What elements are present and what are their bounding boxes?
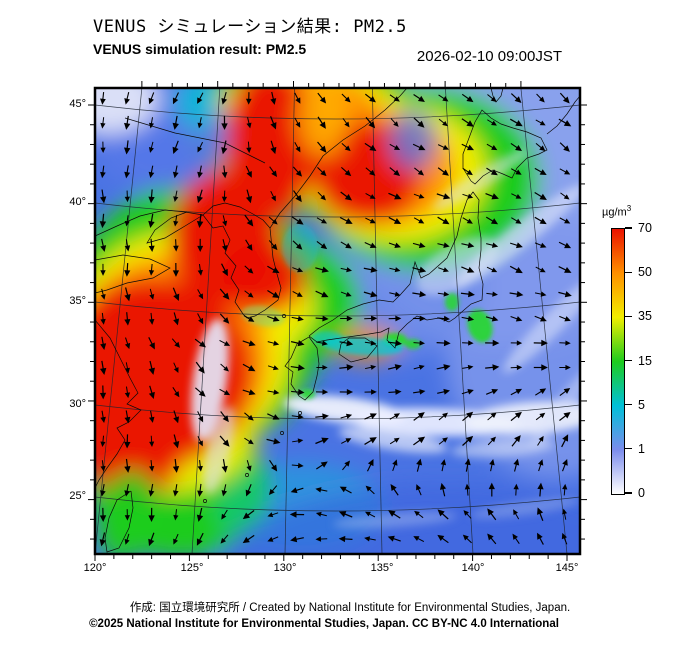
- license-text: ©2025 National Institute for Environment…: [89, 618, 559, 630]
- wind-vectors: [99, 91, 572, 547]
- colorbar-tick-mark: [625, 492, 632, 494]
- colorbar-tick-label: 1: [638, 441, 645, 456]
- lon-label: 125°: [180, 562, 204, 574]
- colorbar-tick-label: 5: [638, 397, 645, 412]
- lon-label: 130°: [273, 562, 297, 574]
- page-title-japanese: VENUS シミュレーション結果: PM2.5: [93, 17, 407, 37]
- lon-label: 120°: [83, 562, 107, 574]
- colorbar-tick-mark: [625, 404, 632, 406]
- colorbar-unit-label: µg/m3: [602, 204, 632, 219]
- credit-text: 作成: 国立環境研究所 / Created by National Instit…: [129, 602, 571, 614]
- graticule: [95, 88, 580, 554]
- lat-label: 25°: [69, 490, 86, 502]
- page-title-english: VENUS simulation result: PM2.5: [93, 41, 307, 57]
- colorbar-tick-mark: [625, 359, 632, 362]
- lon-label: 135°: [370, 562, 394, 574]
- lat-label: 35°: [69, 295, 86, 307]
- colorbar-tick-label: 50: [638, 265, 652, 280]
- map-frame: [93, 86, 582, 556]
- lon-label: 140°: [461, 562, 485, 574]
- simulation-timestamp: 2026-02-10 09:00JST: [416, 48, 562, 65]
- lat-label: 30°: [69, 398, 86, 410]
- colorbar-tick-label: 15: [638, 353, 652, 368]
- map-panel: [86, 79, 587, 561]
- colorbar-tick-label: 0: [638, 486, 645, 500]
- lat-label: 40°: [69, 196, 86, 208]
- map-layers: [95, 88, 580, 554]
- colorbar-gradient: [611, 228, 625, 495]
- colorbar-tick-mark: [625, 227, 632, 229]
- colorbar-tick-label: 70: [638, 221, 652, 235]
- colorbar-tick-mark: [625, 315, 632, 317]
- colorbar-tick-mark: [625, 271, 632, 273]
- colorbar-legend: µg/m3 70 50 35 15 5 1 0: [602, 204, 692, 504]
- colorbar-tick-mark: [625, 448, 632, 450]
- pm25-map-canvas: [88, 81, 587, 561]
- lat-label: 45°: [69, 98, 86, 110]
- lon-label: 145°: [555, 562, 579, 574]
- colorbar-tick-label: 35: [638, 309, 652, 324]
